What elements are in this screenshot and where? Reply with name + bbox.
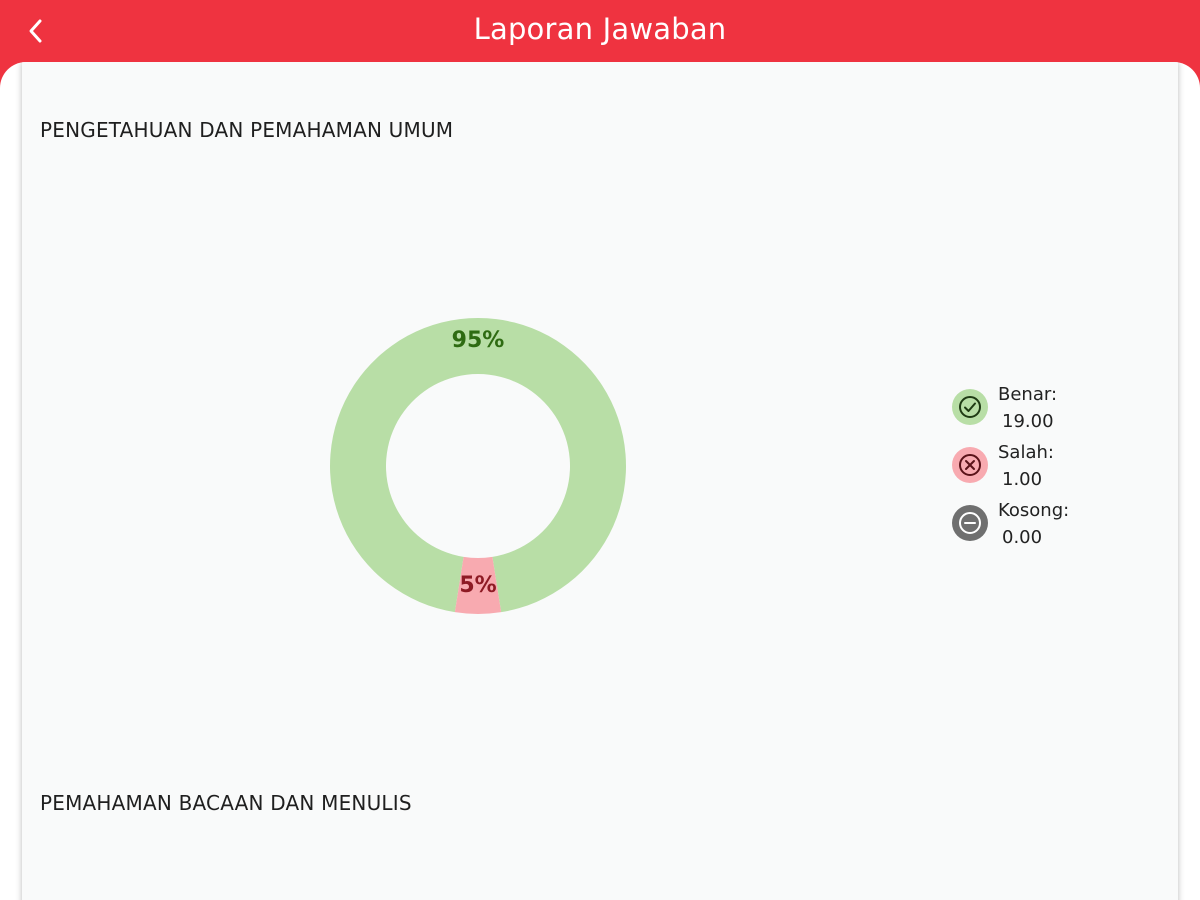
chevron-left-icon bbox=[29, 19, 42, 43]
legend-value: 1.00 bbox=[1002, 469, 1043, 490]
back-button[interactable] bbox=[18, 10, 54, 52]
legend-item-salah: Salah: 1.00 bbox=[952, 442, 1152, 500]
donut-chart: 95% 5% bbox=[330, 318, 626, 614]
section-title-general-knowledge: PENGETAHUAN DAN PEMAHAMAN UMUM bbox=[40, 118, 454, 142]
legend-value: 0.00 bbox=[1002, 527, 1043, 548]
x-circle-icon bbox=[952, 447, 988, 483]
data-label-salah: 5% bbox=[459, 573, 496, 598]
check-circle-icon bbox=[952, 389, 988, 425]
legend-label: Kosong: bbox=[998, 500, 1070, 521]
legend-item-kosong: Kosong: 0.00 bbox=[952, 500, 1152, 558]
content-sheet: PENGETAHUAN DAN PEMAHAMAN UMUM 95% 5% Ben… bbox=[0, 62, 1200, 900]
pie-slice-benar bbox=[330, 318, 626, 613]
chart-legend: Benar: 19.00 Salah: 1.00 bbox=[952, 384, 1152, 558]
legend-item-benar: Benar: 19.00 bbox=[952, 384, 1152, 442]
page-title: Laporan Jawaban bbox=[473, 12, 727, 46]
minus-circle-icon bbox=[952, 505, 988, 541]
legend-label: Salah: bbox=[998, 442, 1054, 463]
report-card: PENGETAHUAN DAN PEMAHAMAN UMUM 95% 5% Ben… bbox=[22, 62, 1178, 900]
app-bar: Laporan Jawaban bbox=[0, 0, 1200, 62]
legend-value: 19.00 bbox=[1002, 411, 1054, 432]
data-label-benar: 95% bbox=[452, 328, 505, 353]
section-title-reading-writing: PEMAHAMAN BACAAN DAN MENULIS bbox=[40, 791, 412, 815]
pie-slice-salah bbox=[454, 556, 502, 614]
legend-label: Benar: bbox=[998, 384, 1058, 405]
